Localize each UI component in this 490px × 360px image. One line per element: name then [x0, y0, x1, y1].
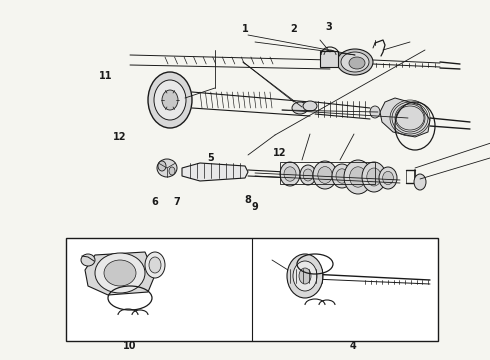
Ellipse shape: [162, 90, 178, 110]
Text: 1: 1: [242, 24, 248, 34]
Ellipse shape: [362, 162, 386, 192]
Ellipse shape: [280, 162, 300, 186]
Text: 10: 10: [123, 341, 137, 351]
Ellipse shape: [313, 161, 337, 189]
Ellipse shape: [293, 261, 317, 291]
Bar: [66, 238, 438, 341]
Bar: [320, 51, 338, 67]
Ellipse shape: [154, 80, 186, 120]
Text: 8: 8: [244, 195, 251, 205]
Ellipse shape: [370, 106, 380, 118]
Text: 12: 12: [113, 132, 127, 142]
Ellipse shape: [367, 168, 381, 186]
Polygon shape: [380, 98, 430, 137]
Ellipse shape: [284, 167, 296, 181]
Text: 7: 7: [173, 197, 180, 207]
Ellipse shape: [383, 171, 393, 185]
Ellipse shape: [157, 159, 177, 177]
Text: 4: 4: [349, 341, 356, 351]
Ellipse shape: [292, 102, 308, 114]
Ellipse shape: [414, 174, 426, 190]
Text: 2: 2: [291, 24, 297, 34]
Text: 6: 6: [151, 197, 158, 207]
Text: 11: 11: [98, 71, 112, 81]
Ellipse shape: [303, 169, 313, 181]
Text: 12: 12: [272, 148, 286, 158]
Ellipse shape: [336, 169, 348, 183]
Text: 3: 3: [325, 22, 332, 32]
Ellipse shape: [95, 253, 145, 293]
Ellipse shape: [104, 260, 136, 286]
Ellipse shape: [300, 165, 316, 185]
Ellipse shape: [349, 167, 367, 187]
Ellipse shape: [341, 52, 369, 72]
Ellipse shape: [332, 164, 352, 188]
Text: 5: 5: [207, 153, 214, 163]
Ellipse shape: [287, 254, 323, 298]
Ellipse shape: [145, 252, 165, 278]
Ellipse shape: [148, 72, 192, 128]
Bar: [280, 162, 375, 184]
Ellipse shape: [344, 160, 372, 194]
Polygon shape: [85, 252, 155, 295]
Text: 9: 9: [251, 202, 258, 212]
Ellipse shape: [349, 57, 365, 69]
Ellipse shape: [303, 101, 317, 111]
Ellipse shape: [337, 49, 373, 75]
Ellipse shape: [299, 268, 311, 284]
Ellipse shape: [158, 161, 166, 171]
Ellipse shape: [169, 167, 175, 175]
Ellipse shape: [81, 254, 95, 266]
Ellipse shape: [318, 167, 332, 183]
Ellipse shape: [379, 167, 397, 189]
Polygon shape: [182, 163, 248, 181]
Ellipse shape: [149, 257, 161, 273]
